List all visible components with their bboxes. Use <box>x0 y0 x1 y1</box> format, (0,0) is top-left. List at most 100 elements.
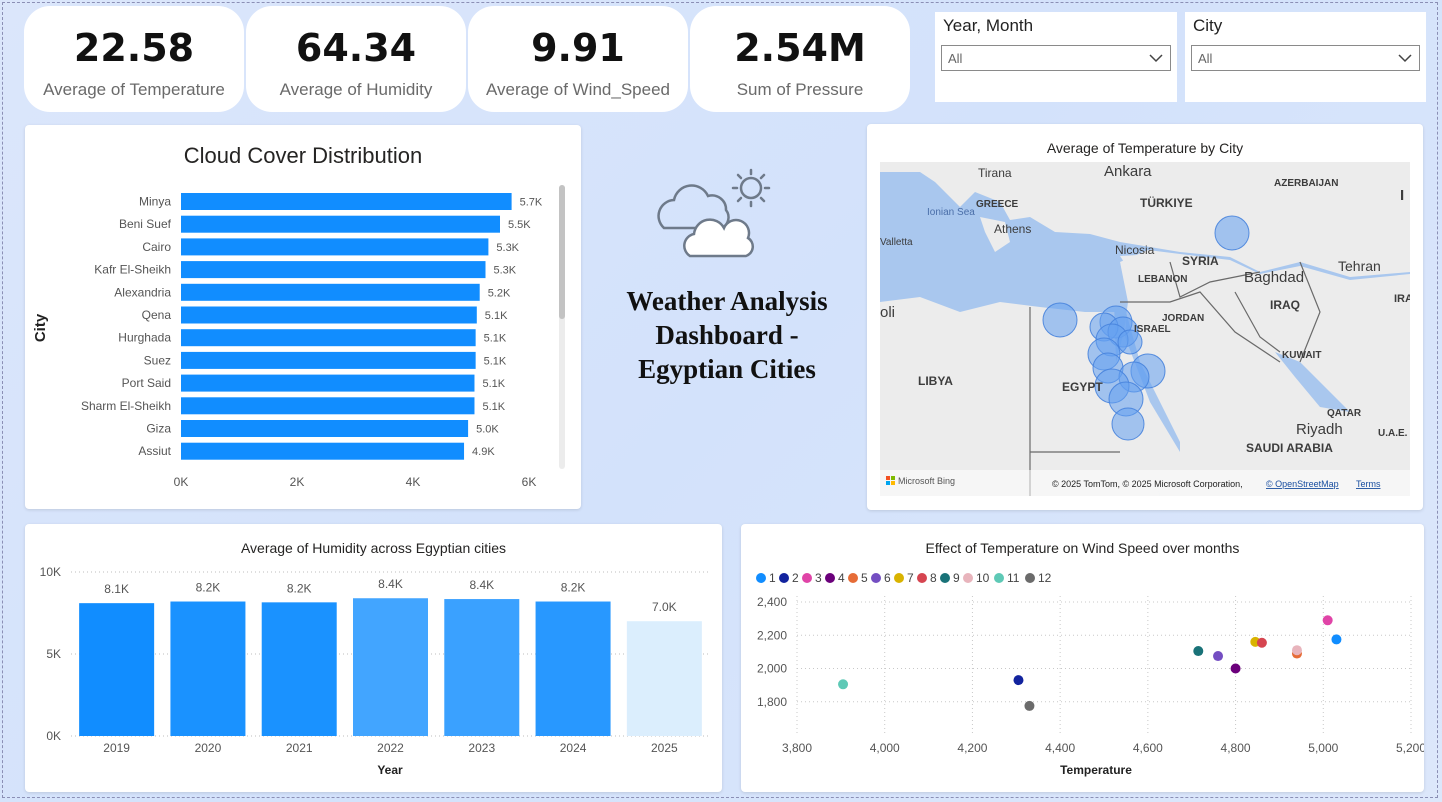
terms-link[interactable]: Terms <box>1356 479 1381 489</box>
data-label: 8.2K <box>561 581 586 595</box>
legend-label: 3 <box>815 571 822 585</box>
scatter-point[interactable] <box>1193 646 1204 657</box>
bar[interactable] <box>444 599 520 736</box>
legend-marker[interactable] <box>848 573 858 583</box>
kpi-label: Sum of Pressure <box>736 80 864 99</box>
bar[interactable] <box>181 215 500 233</box>
scatter-point[interactable] <box>838 679 849 690</box>
legend-marker[interactable] <box>825 573 835 583</box>
legend-label: 10 <box>976 571 990 585</box>
legend-marker[interactable] <box>871 573 881 583</box>
bar[interactable] <box>181 283 480 301</box>
legend-marker[interactable] <box>1025 573 1035 583</box>
data-label: 5.7K <box>520 197 543 209</box>
chart-title: Cloud Cover Distribution <box>183 143 423 168</box>
map-label: EGYPT <box>1062 380 1103 394</box>
bar[interactable] <box>181 306 477 324</box>
x-tick-label: 4,400 <box>1045 741 1075 755</box>
humidity-chart[interactable]: Average of Humidity across Egyptian citi… <box>25 524 722 792</box>
city-dropdown[interactable]: All <box>1191 45 1420 71</box>
bar[interactable] <box>181 261 486 279</box>
kpi-card-wind-speed[interactable]: 9.91 Average of Wind_Speed <box>468 6 688 112</box>
bar[interactable] <box>353 598 428 736</box>
category-label: Giza <box>146 422 171 436</box>
year-month-dropdown[interactable]: All <box>941 45 1171 71</box>
bar[interactable] <box>79 603 155 736</box>
map-label: LIBYA <box>918 374 953 388</box>
x-axis-title: Temperature <box>1060 763 1132 777</box>
scatter-point[interactable] <box>1213 651 1224 662</box>
data-label: 8.4K <box>469 578 494 592</box>
map-label: Baghdad <box>1244 269 1304 286</box>
map-attribution: © 2025 TomTom, © 2025 Microsoft Corporat… <box>1052 479 1243 489</box>
x-tick-label: 2024 <box>560 741 587 755</box>
bar[interactable] <box>181 374 475 392</box>
cloud-cover-svg: City Minya 5.7K Beni Suef 5.5K Cairo 5.3K Kafr… <box>32 185 565 489</box>
scrollbar-thumb[interactable] <box>559 185 565 319</box>
scatter-point[interactable] <box>1013 675 1024 686</box>
map-label: oli <box>880 304 895 321</box>
bar[interactable] <box>181 442 465 460</box>
chart-title: Average of Temperature by City <box>1046 140 1244 156</box>
map-label: Ankara <box>1104 163 1152 180</box>
scatter-point[interactable] <box>1256 637 1267 648</box>
map-label: Riyadh <box>1296 421 1343 438</box>
bar[interactable] <box>181 193 512 210</box>
scatter-point[interactable] <box>1291 645 1302 656</box>
openstreetmap-link[interactable]: © OpenStreetMap <box>1266 479 1339 489</box>
kpi-value: 2.54M <box>734 26 866 70</box>
bar[interactable] <box>181 238 489 256</box>
city-bubbles[interactable] <box>1042 215 1250 441</box>
y-axis-title: City <box>32 313 49 342</box>
x-tick-label: 2022 <box>377 741 404 755</box>
scatter-point[interactable] <box>1322 615 1333 626</box>
map-svg: Tirana Ankara TÜRKIYE AZERBAIJAN GREECE … <box>880 162 1410 496</box>
dropdown-value: All <box>948 51 963 66</box>
legend-marker[interactable] <box>802 573 812 583</box>
legend-marker[interactable] <box>894 573 904 583</box>
kpi-label: Average of Temperature <box>43 80 225 99</box>
map-label: Athens <box>994 222 1031 236</box>
map-label: Tirana <box>978 166 1012 180</box>
bar[interactable] <box>181 329 476 347</box>
kpi-label: Average of Wind_Speed <box>486 80 670 99</box>
bar[interactable] <box>535 601 611 736</box>
map-label: SYRIA <box>1182 254 1219 268</box>
y-tick-label: 2,200 <box>757 628 787 642</box>
bar[interactable] <box>181 420 469 437</box>
legend-label: 1 <box>769 571 776 585</box>
bar[interactable] <box>626 621 702 736</box>
scatter-point[interactable] <box>1331 634 1342 645</box>
chart-title: Effect of Temperature on Wind Speed over… <box>925 540 1240 556</box>
bing-logo: Microsoft Bing <box>886 476 955 486</box>
slicer-city: City All <box>1185 12 1426 102</box>
data-label: 8.2K <box>196 581 221 595</box>
bar[interactable] <box>181 397 475 415</box>
x-tick-label: 2021 <box>286 741 313 755</box>
kpi-card-pressure[interactable]: 2.54M Sum of Pressure <box>690 6 910 112</box>
legend-marker[interactable] <box>779 573 789 583</box>
y-tick-label: 5K <box>46 647 61 661</box>
bar[interactable] <box>170 601 246 736</box>
legend-marker[interactable] <box>994 573 1004 583</box>
data-label: 5.3K <box>494 265 517 277</box>
legend-marker[interactable] <box>963 573 973 583</box>
legend-marker[interactable] <box>917 573 927 583</box>
map-label: Ionian Sea <box>927 207 975 218</box>
data-label: 8.1K <box>104 582 129 596</box>
scatter-chart[interactable]: Effect of Temperature on Wind Speed over… <box>741 524 1424 792</box>
map-label: SAUDI ARABIA <box>1246 441 1333 455</box>
svg-text:Microsoft Bing: Microsoft Bing <box>898 476 955 486</box>
scatter-point[interactable] <box>1024 700 1035 711</box>
legend-marker[interactable] <box>940 573 950 583</box>
bar[interactable] <box>181 351 476 369</box>
map-label: TÜRKIYE <box>1140 195 1193 210</box>
bar[interactable] <box>261 602 337 736</box>
temperature-map[interactable]: Tirana Ankara TÜRKIYE AZERBAIJAN GREECE … <box>880 162 1410 496</box>
cloud-cover-chart[interactable]: Cloud Cover Distribution City Minya 5.7K B… <box>25 125 581 509</box>
kpi-card-temperature[interactable]: 22.58 Average of Temperature <box>24 6 244 112</box>
scatter-point[interactable] <box>1230 663 1241 674</box>
kpi-card-humidity[interactable]: 64.34 Average of Humidity <box>246 6 466 112</box>
x-tick-label: 0K <box>174 475 189 489</box>
legend-marker[interactable] <box>756 573 766 583</box>
